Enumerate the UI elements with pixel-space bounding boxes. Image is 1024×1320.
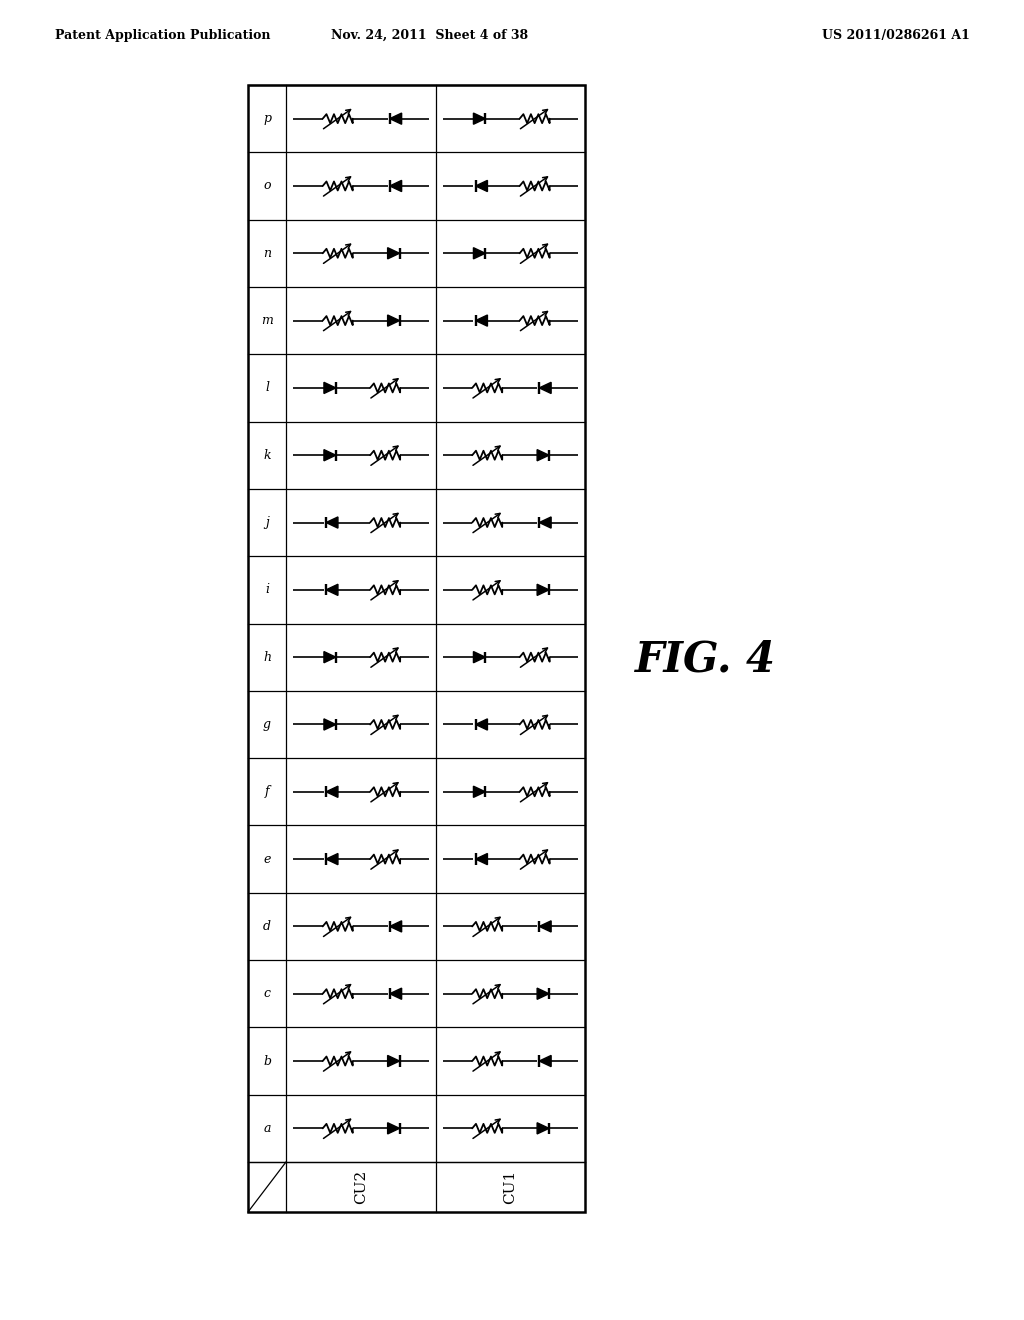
Polygon shape [473, 114, 485, 124]
Polygon shape [473, 248, 485, 259]
Text: n: n [263, 247, 271, 260]
Polygon shape [324, 719, 336, 730]
Polygon shape [538, 1123, 549, 1134]
Polygon shape [540, 921, 551, 932]
Text: CU2: CU2 [353, 1170, 368, 1204]
Polygon shape [390, 181, 401, 191]
Polygon shape [388, 248, 399, 259]
Polygon shape [475, 181, 487, 191]
Polygon shape [473, 787, 485, 797]
Polygon shape [538, 585, 549, 595]
Polygon shape [540, 1056, 551, 1067]
Text: f: f [264, 785, 269, 799]
Text: g: g [263, 718, 271, 731]
Polygon shape [326, 585, 338, 595]
Bar [248, 84, 585, 1212]
Text: Nov. 24, 2011  Sheet 4 of 38: Nov. 24, 2011 Sheet 4 of 38 [332, 29, 528, 41]
Text: m: m [261, 314, 273, 327]
Text: p: p [263, 112, 271, 125]
Polygon shape [540, 517, 551, 528]
Polygon shape [390, 989, 401, 999]
Text: e: e [263, 853, 270, 866]
Text: Patent Application Publication: Patent Application Publication [55, 29, 270, 41]
Polygon shape [326, 517, 338, 528]
Polygon shape [324, 450, 336, 461]
Text: j: j [265, 516, 269, 529]
Polygon shape [390, 114, 401, 124]
Polygon shape [475, 315, 487, 326]
Text: CU1: CU1 [503, 1170, 517, 1204]
Text: k: k [263, 449, 270, 462]
Polygon shape [390, 921, 401, 932]
Text: h: h [263, 651, 271, 664]
Polygon shape [388, 315, 399, 326]
Polygon shape [475, 854, 487, 865]
Text: US 2011/0286261 A1: US 2011/0286261 A1 [822, 29, 970, 41]
Polygon shape [538, 989, 549, 999]
Polygon shape [540, 383, 551, 393]
Polygon shape [324, 383, 336, 393]
Polygon shape [475, 719, 487, 730]
Text: o: o [263, 180, 270, 193]
Polygon shape [324, 652, 336, 663]
Text: l: l [265, 381, 269, 395]
Text: i: i [265, 583, 269, 597]
Text: FIG. 4: FIG. 4 [635, 639, 776, 681]
Text: b: b [263, 1055, 271, 1068]
Text: c: c [263, 987, 270, 1001]
Text: d: d [263, 920, 271, 933]
Text: a: a [263, 1122, 270, 1135]
Polygon shape [326, 787, 338, 797]
Polygon shape [388, 1123, 399, 1134]
Polygon shape [326, 854, 338, 865]
Polygon shape [538, 450, 549, 461]
Polygon shape [388, 1056, 399, 1067]
Polygon shape [473, 652, 485, 663]
